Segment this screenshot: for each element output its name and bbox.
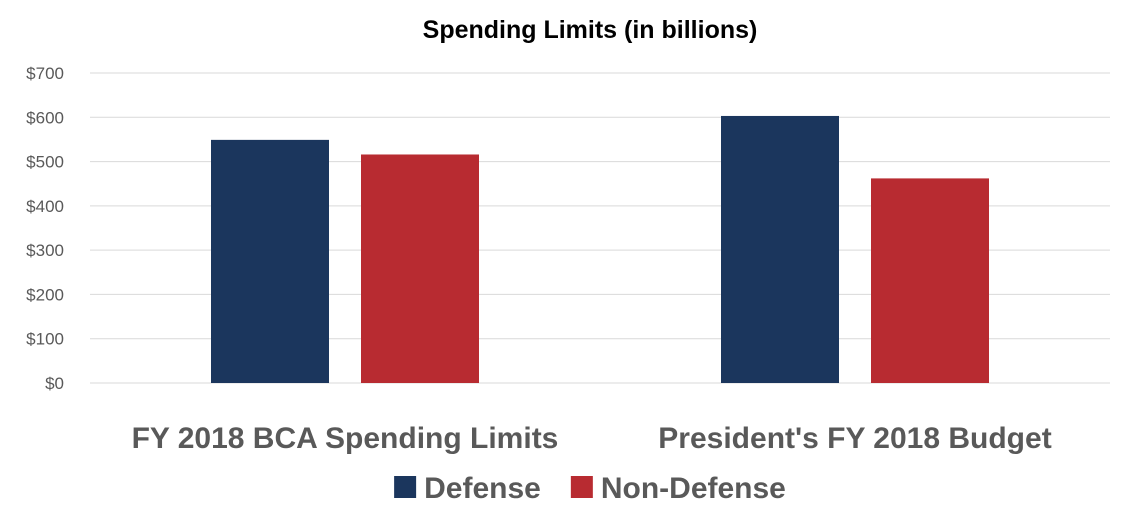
bar-defense-1 bbox=[211, 139, 329, 383]
legend-swatch-non-defense bbox=[570, 476, 593, 498]
legend-label-non-defense: Non-Defense bbox=[601, 472, 786, 505]
chart-title: Spending Limits (in billions) bbox=[423, 16, 758, 44]
x-axis-category-labels: FY 2018 BCA Spending Limits President's F… bbox=[132, 422, 1052, 455]
y-tick-label: $500 bbox=[26, 153, 64, 172]
y-tick-label: $400 bbox=[26, 197, 64, 216]
y-tick-label: $100 bbox=[26, 330, 64, 349]
legend: Defense Non-Defense bbox=[394, 472, 786, 505]
y-tick-label: $300 bbox=[26, 241, 64, 260]
bars bbox=[211, 115, 989, 383]
legend-swatch-defense bbox=[394, 476, 417, 498]
y-tick-label: $0 bbox=[45, 374, 64, 393]
y-axis-tick-labels: $0 $100 $200 $300 $400 $500 $600 $700 bbox=[26, 64, 64, 393]
y-tick-label: $700 bbox=[26, 64, 64, 83]
y-tick-label: $200 bbox=[26, 285, 64, 304]
x-category-label: President's FY 2018 Budget bbox=[658, 422, 1051, 455]
bar-defense-2 bbox=[721, 115, 839, 383]
legend-label-defense: Defense bbox=[424, 472, 541, 505]
bar-non-defense-2 bbox=[871, 178, 989, 383]
y-tick-label: $600 bbox=[26, 108, 64, 127]
x-category-label: FY 2018 BCA Spending Limits bbox=[132, 422, 559, 455]
bar-non-defense-1 bbox=[361, 154, 479, 383]
